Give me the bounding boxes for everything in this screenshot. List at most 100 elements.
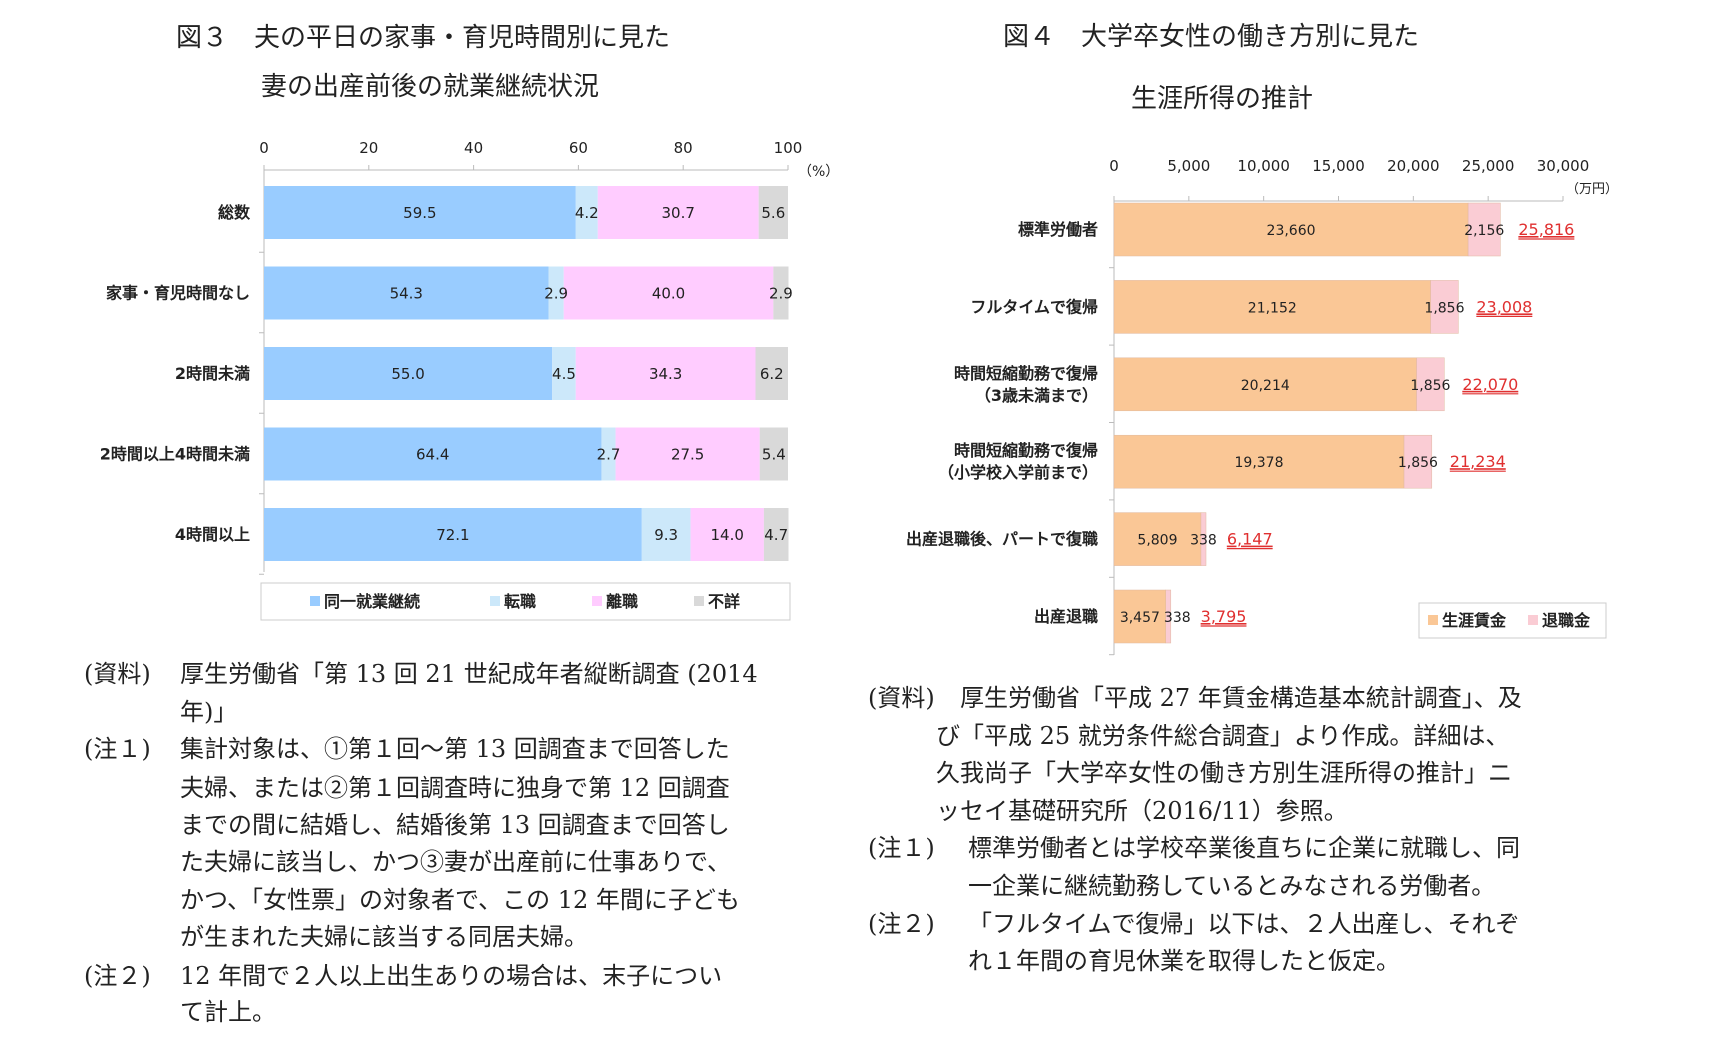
data-label: 2.9 — [769, 285, 793, 303]
note-text: び「平成 25 就労条件総合調査」より作成。詳細は、 — [936, 722, 1510, 750]
x-unit-label: （%） — [798, 164, 839, 180]
bar-segment-退職金 — [1467, 202, 1501, 257]
total-label: 25,816 — [1518, 220, 1574, 239]
bar-segment-同一就業継続 — [264, 508, 642, 561]
x-tick-label: 20,000 — [1387, 157, 1440, 175]
bar-segment-転職 — [548, 266, 564, 320]
note-text: 一企業に継続勤務しているとみなされる労働者。 — [968, 872, 1496, 900]
category-label: 2時間未満 — [175, 364, 250, 383]
note-text: までの間に結婚し、結婚後第 13 回調査まで回答し — [180, 811, 730, 839]
data-label: 1,856 — [1410, 378, 1450, 394]
bar-segment-不詳 — [763, 508, 789, 561]
bar-segment-同一就業継続 — [264, 347, 553, 400]
data-label: 55.0 — [391, 365, 424, 383]
legend-label: 退職金 — [1542, 611, 1591, 630]
total-label: 6,147 — [1227, 530, 1273, 549]
data-label: 14.0 — [711, 526, 744, 544]
note-text: 夫婦、または②第１回調査時に独身で第 12 回調査 — [180, 774, 730, 802]
bar-segment-退職金 — [1416, 357, 1445, 412]
category-label: （3歳未満まで） — [975, 386, 1098, 405]
bar-segment-不詳 — [773, 266, 789, 320]
bar-segment-転職 — [575, 186, 598, 239]
note-text: 厚生労働省「平成 27 年賃金構造基本統計調査」、及 — [960, 684, 1522, 712]
bar-segment-離職 — [563, 266, 774, 320]
category-label: 時間短縮勤務で復帰 — [954, 364, 1098, 383]
category-label: （小学校入学前まで） — [938, 463, 1098, 482]
legend-label: 離職 — [606, 592, 638, 611]
note-text: 厚生労働省「第 13 回 21 世紀成年者縦断調査 (2014 — [180, 660, 758, 688]
bar-segment-離職 — [690, 508, 764, 561]
data-label: 3,457 — [1120, 610, 1160, 626]
bar-segment-同一就業継続 — [264, 427, 602, 481]
data-label: 338 — [1164, 610, 1191, 626]
category-label: フルタイムで復帰 — [970, 297, 1098, 316]
data-label: 5.4 — [762, 446, 786, 464]
data-label: 1,856 — [1424, 300, 1464, 316]
x-tick-label: 40 — [464, 139, 483, 157]
bar-segment-転職 — [641, 508, 691, 561]
data-label: 30.7 — [662, 204, 695, 222]
data-label: 19,378 — [1235, 455, 1284, 471]
note-text: 年)」 — [180, 698, 238, 726]
note-text: 標準労働者とは学校卒業後直ちに企業に就職し、同 — [968, 834, 1520, 862]
category-label: 時間短縮勤務で復帰 — [954, 441, 1098, 460]
x-tick-label: 0 — [1109, 157, 1119, 175]
data-label: 72.1 — [436, 526, 469, 544]
bar-segment-同一就業継続 — [264, 266, 549, 320]
bar-segment-生涯賃金 — [1113, 357, 1417, 412]
data-label: 6.2 — [760, 365, 784, 383]
bar-segment-生涯賃金 — [1113, 280, 1431, 334]
data-label: 64.4 — [416, 446, 449, 464]
note-text: ッセイ基礎研究所（2016/11）参照。 — [936, 797, 1348, 825]
category-label: 2時間以上4時間未満 — [100, 445, 250, 464]
note-text: 集計対象は、①第１回～第 13 回調査まで回答した — [180, 735, 730, 763]
bar-segment-生涯賃金 — [1113, 434, 1405, 489]
note-text: 「フルタイムで復帰」以下は、２人出産し、それぞ — [968, 910, 1520, 938]
data-label: 5.6 — [761, 204, 785, 222]
data-label: 4.7 — [764, 526, 788, 544]
x-tick-label: 80 — [674, 139, 693, 157]
bar-segment-退職金 — [1403, 434, 1433, 489]
bar-segment-生涯賃金 — [1113, 202, 1469, 257]
bar-segment-離職 — [615, 427, 760, 481]
category-label: 4時間以上 — [175, 525, 250, 544]
x-tick-label: 25,000 — [1462, 157, 1515, 175]
x-tick-label: 60 — [569, 139, 588, 157]
note-text: た夫婦に該当し、かつ③妻が出産前に仕事ありで、 — [180, 848, 732, 876]
bar-segment-不詳 — [755, 347, 788, 400]
legend-swatch — [310, 596, 320, 606]
bar-segment-離職 — [597, 186, 759, 239]
bar-segment-離職 — [575, 347, 756, 400]
x-tick-label: 100 — [774, 139, 803, 157]
category-label: 総数 — [218, 203, 251, 222]
legend-label: 不詳 — [708, 592, 740, 611]
data-label: 2.7 — [597, 446, 621, 464]
total-label: 23,008 — [1476, 297, 1532, 316]
data-label: 54.3 — [390, 285, 423, 303]
x-tick-label: 10,000 — [1237, 157, 1290, 175]
fig4-title-line2: 生涯所得の推計 — [1131, 84, 1314, 114]
data-label: 27.5 — [671, 446, 704, 464]
bar-segment-生涯賃金 — [1113, 589, 1166, 644]
note-text: て計上。 — [180, 998, 276, 1026]
x-tick-label: 30,000 — [1537, 157, 1590, 175]
category-label: 出産退職 — [1034, 607, 1098, 626]
x-tick-label: 15,000 — [1312, 157, 1365, 175]
legend-swatch — [490, 596, 500, 606]
note-label: (注２) — [84, 962, 151, 990]
data-label: 2.9 — [544, 285, 568, 303]
bar-segment-生涯賃金 — [1113, 512, 1202, 566]
bar-segment-転職 — [601, 427, 616, 481]
total-label: 3,795 — [1201, 607, 1247, 626]
legend-swatch — [1528, 615, 1538, 625]
note-text: が生まれた夫婦に該当する同居夫婦。 — [180, 923, 588, 951]
data-label: 5,809 — [1137, 533, 1177, 549]
data-label: 1,856 — [1398, 455, 1438, 471]
legend-swatch — [592, 596, 602, 606]
data-label: 23,660 — [1267, 223, 1316, 239]
category-label: 出産退職後、パートで復職 — [906, 530, 1098, 549]
note-label: (資料) — [868, 684, 935, 712]
note-label: (注１) — [868, 834, 935, 862]
data-label: 59.5 — [403, 204, 436, 222]
